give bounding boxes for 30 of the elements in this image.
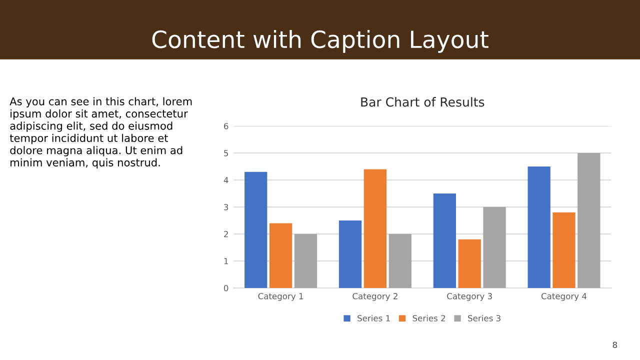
bar	[338, 220, 362, 288]
bar	[578, 153, 600, 288]
bar	[552, 212, 576, 288]
bar	[294, 234, 318, 288]
chart-title: Bar Chart of Results	[361, 97, 484, 107]
bar	[244, 172, 268, 288]
y-tick-label: 1	[224, 258, 228, 264]
bar	[269, 223, 292, 288]
text: Content with Caption Layout	[152, 30, 488, 53]
bar	[483, 207, 506, 288]
bar	[364, 169, 387, 288]
bar	[433, 194, 456, 288]
y-tick-label: 2	[224, 230, 228, 238]
x-tick-label: Category 1	[258, 293, 304, 301]
text: 8	[612, 342, 618, 348]
y-tick-label: 5	[224, 150, 228, 156]
bar	[528, 166, 550, 288]
y-tick-label: 0	[224, 284, 228, 292]
x-tick-label: Category 3	[447, 293, 492, 301]
y-tick-label: 6	[224, 122, 228, 130]
text: As you can see in this chart, lorem ipsum dolor sit amet, consectetur adipiscing elit, sed do eiusmod tempor incididunt ut labore et dolore magna aliqua. Ut enim ad minim veniam, quis nostrud.	[10, 97, 192, 169]
bar	[388, 234, 412, 288]
legend-label: Series 2	[412, 314, 446, 322]
x-tick-label: Category 4	[541, 293, 587, 301]
bar	[458, 239, 481, 288]
legend-label: Series 3	[468, 314, 500, 322]
y-tick-label: 4	[224, 177, 228, 184]
legend-label: Series 1	[358, 314, 390, 322]
y-tick-label: 3	[224, 204, 228, 210]
x-tick-label: Category 2	[352, 293, 398, 301]
